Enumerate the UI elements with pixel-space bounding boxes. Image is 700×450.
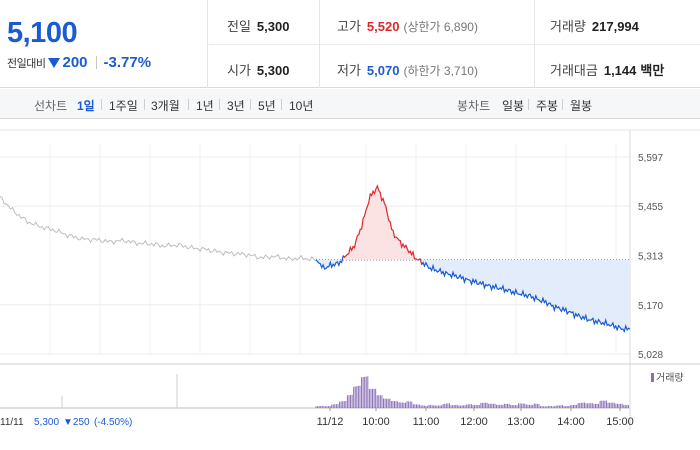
divider	[188, 99, 189, 110]
chart-canvas: 5,597 5,455 5,313 5,170 5,028 거래량 11/12 10:00 11…	[0, 129, 700, 430]
divider	[144, 99, 145, 110]
high-label: 고가	[337, 19, 361, 34]
time-label: 13:00	[507, 416, 535, 428]
divider	[219, 99, 220, 110]
candle-monthly[interactable]: 월봉	[570, 99, 593, 113]
volume-label: 거래량	[550, 19, 586, 34]
volume-value: 217,994	[591, 19, 639, 34]
change-rate: -3.77%	[103, 54, 152, 71]
divider	[281, 99, 282, 110]
price-chart: 5,597 5,455 5,313 5,170 5,028 거래량 11/12 10:00 11…	[0, 120, 700, 450]
divider	[562, 99, 563, 110]
range-3m[interactable]: 3개월	[151, 99, 180, 113]
trade-value-label: 거래대금	[550, 63, 598, 78]
low-stat: 저가 5,070 (하한가 3,710)	[337, 60, 478, 79]
open-value: 5,300	[256, 63, 290, 78]
prev-day-change: ▼250	[63, 417, 90, 428]
stats-grid: 전일 5,300 시가 5,300 고가 5,520 (상한가 6,890) 저…	[209, 0, 700, 88]
time-label: 10:00	[362, 416, 390, 428]
y-tick-label: 5,028	[638, 350, 663, 361]
y-tick-label: 5,170	[638, 301, 663, 312]
volume-stat: 거래량 217,994	[550, 16, 639, 35]
trade-value-unit: 백만	[640, 63, 665, 78]
prev-close-value: 5,300	[256, 19, 290, 34]
y-tick-label: 5,597	[638, 153, 663, 164]
low-value: 5,070	[366, 63, 400, 78]
change-row: 전일대비 200 -3.77%	[7, 54, 151, 71]
divider	[209, 44, 700, 45]
range-3y[interactable]: 3년	[227, 99, 245, 113]
price-box: 5,100 전일대비 200 -3.77%	[0, 0, 208, 88]
open-stat: 시가 5,300	[227, 60, 289, 79]
change-value: 200	[62, 54, 88, 71]
time-label: 15:00	[606, 416, 634, 428]
trade-value-stat: 거래대금 1,144 백만	[550, 60, 664, 79]
prev-day-date: 11/11	[0, 417, 24, 428]
volume-legend-swatch	[651, 373, 654, 382]
divider	[534, 0, 535, 88]
high-limit: (상한가 6,890)	[403, 20, 478, 34]
divider	[528, 99, 529, 110]
range-1d[interactable]: 1일	[77, 99, 95, 113]
fall-area	[316, 259, 630, 332]
low-limit: (하한가 3,710)	[403, 64, 478, 78]
today-line-up	[419, 258, 423, 265]
rise-area	[316, 185, 630, 260]
today-line-up	[342, 184, 418, 261]
line-chart-label: 선차트	[34, 99, 68, 113]
prev-day-close: 5,300	[34, 417, 59, 428]
today-line-down	[315, 255, 344, 270]
range-10y[interactable]: 10년	[289, 99, 314, 113]
divider	[250, 99, 251, 110]
range-5y[interactable]: 5년	[258, 99, 276, 113]
y-tick-label: 5,455	[638, 202, 663, 213]
divider	[319, 0, 320, 88]
time-label: 11/12	[317, 416, 344, 428]
range-1w[interactable]: 1주일	[109, 99, 138, 113]
range-1y[interactable]: 1년	[196, 99, 214, 113]
open-label: 시가	[227, 63, 251, 78]
trade-value: 1,144	[603, 63, 637, 78]
today-line-down	[421, 261, 631, 333]
down-triangle-icon	[48, 57, 61, 68]
high-stat: 고가 5,520 (상한가 6,890)	[337, 16, 478, 35]
time-label: 11:00	[413, 416, 440, 428]
prev-close-label: 전일	[227, 19, 251, 34]
current-price: 5,100	[7, 17, 78, 49]
candle-chart-label: 봉차트	[457, 99, 491, 113]
y-tick-label: 5,313	[638, 251, 663, 262]
previous-day-line	[0, 196, 317, 262]
low-label: 저가	[337, 63, 361, 78]
volume-legend-label: 거래량	[656, 372, 684, 384]
prev-close-stat: 전일 5,300	[227, 16, 289, 35]
prev-day-rate: (-4.50%)	[94, 417, 132, 428]
divider	[95, 56, 97, 69]
range-selector: 선차트 1일 1주일 3개월 1년 3년 5년 10년 봉차트 일봉 주봉 월봉	[0, 89, 700, 119]
candle-daily[interactable]: 일봉	[502, 99, 525, 113]
time-label: 12:00	[460, 416, 488, 428]
divider	[101, 99, 102, 110]
change-label: 전일대비	[7, 57, 46, 70]
quote-panel: 5,100 전일대비 200 -3.77% 전일 5,300 시가 5,300 …	[0, 0, 700, 88]
candle-weekly[interactable]: 주봉	[536, 99, 559, 113]
time-label: 14:00	[557, 416, 585, 428]
high-value: 5,520	[366, 19, 400, 34]
